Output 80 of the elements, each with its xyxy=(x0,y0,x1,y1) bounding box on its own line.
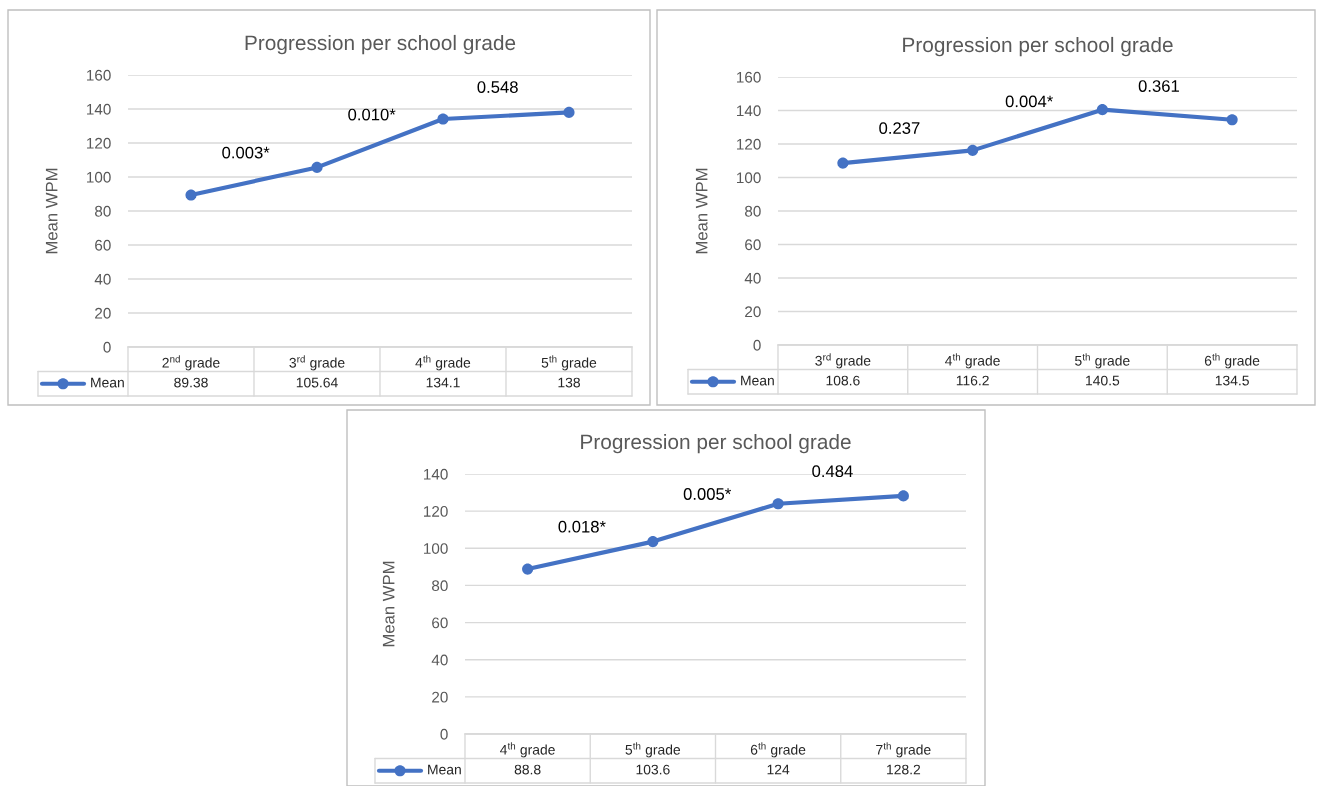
y-tick-label: 0 xyxy=(440,728,448,740)
y-tick-label: 120 xyxy=(424,506,448,517)
data-label: 124 xyxy=(767,764,790,775)
point xyxy=(437,113,449,125)
chart-title: Progression per school grade xyxy=(581,433,851,454)
data-label: 103.6 xyxy=(636,764,670,775)
x-tick-label: 6$^{th}$ grade xyxy=(750,742,806,758)
annotation: 0.237 xyxy=(879,122,920,134)
x-tick-label: 4$^{th}$ grade xyxy=(415,355,471,371)
y-tick-label: 80 xyxy=(745,205,761,217)
y-tick-label: 160 xyxy=(87,69,111,81)
annotation: 0.484 xyxy=(812,465,853,478)
chart-title: Progression per school grade xyxy=(245,34,516,55)
annotation: 0.010* xyxy=(348,108,396,121)
data-label: 105.64 xyxy=(296,377,338,388)
annotation: 0.018* xyxy=(558,520,606,533)
x-tick-label: 4$^{th}$ grade xyxy=(945,353,1000,369)
point xyxy=(837,157,849,169)
x-tick-label: 3$^{rd}$ grade xyxy=(815,353,871,369)
y-tick-label: 100 xyxy=(424,543,448,554)
annotation: 0.003* xyxy=(222,146,270,159)
x-tick-label: 5$^{th}$ grade xyxy=(1075,353,1130,369)
data-label: 108.6 xyxy=(826,375,860,386)
y-axis-title: Mean WPM xyxy=(45,168,58,254)
x-tick-label: 5$^{th}$ grade xyxy=(541,355,597,371)
y-tick-label: 40 xyxy=(431,654,448,666)
legend-label: Mean xyxy=(428,764,461,775)
y-tick-label: 60 xyxy=(95,239,111,251)
data-label: 138 xyxy=(558,377,580,388)
y-tick-label: 100 xyxy=(737,172,761,184)
y-axis-title: Mean WPM xyxy=(382,561,395,647)
point xyxy=(897,490,909,502)
data-label: 88.8 xyxy=(514,764,541,775)
point xyxy=(563,106,575,118)
y-tick-label: 120 xyxy=(737,138,761,150)
data-label: 134.5 xyxy=(1215,375,1249,386)
x-tick-label: 6$^{th}$ grade xyxy=(1204,353,1260,369)
legend-label: Mean xyxy=(91,377,124,388)
annotation: 0.548 xyxy=(477,81,518,93)
x-tick-label: 4$^{th}$ grade xyxy=(500,742,555,758)
y-axis-title: Mean WPM xyxy=(695,168,708,254)
data-label: 89.38 xyxy=(174,377,208,388)
point xyxy=(311,161,323,173)
y-tick-label: 40 xyxy=(744,272,761,284)
y-tick-label: 60 xyxy=(745,239,761,251)
annotation: 0.004* xyxy=(1005,95,1054,108)
y-tick-label: 40 xyxy=(94,273,111,285)
x-tick-label: 2$^{nd}$ grade xyxy=(162,355,220,371)
point xyxy=(522,563,534,575)
y-tick-label: 80 xyxy=(432,580,448,592)
y-tick-label: 60 xyxy=(432,617,448,629)
x-tick-label: 5$^{th}$ grade xyxy=(625,742,681,758)
data-label: 134.1 xyxy=(426,377,460,388)
y-tick-label: 20 xyxy=(745,306,761,318)
y-tick-label: 20 xyxy=(95,307,111,319)
point xyxy=(967,144,979,156)
data-label: 116.2 xyxy=(956,375,989,386)
annotation: 0.361 xyxy=(1138,80,1179,92)
x-tick-label: 7$^{th}$ grade xyxy=(876,742,931,758)
point xyxy=(1096,104,1108,116)
point xyxy=(185,189,197,201)
y-tick-label: 20 xyxy=(432,691,448,703)
point xyxy=(1226,114,1238,126)
chart-title: Progression per school grade xyxy=(903,36,1173,57)
y-tick-label: 140 xyxy=(87,103,111,115)
y-tick-label: 80 xyxy=(95,205,111,217)
point xyxy=(772,498,784,510)
y-tick-label: 100 xyxy=(87,171,111,183)
y-tick-label: 160 xyxy=(737,71,761,83)
y-tick-label: 140 xyxy=(737,105,761,117)
legend-label: Mean xyxy=(741,375,774,386)
y-tick-label: 140 xyxy=(424,468,448,480)
data-label: 128.2 xyxy=(887,764,921,775)
y-tick-label: 0 xyxy=(103,341,111,353)
point xyxy=(647,536,659,548)
annotation: 0.005* xyxy=(683,488,732,500)
y-tick-label: 120 xyxy=(87,137,111,149)
x-tick-label: 3$^{rd}$ grade xyxy=(289,355,345,371)
y-tick-label: 0 xyxy=(753,339,761,351)
data-label: 140.5 xyxy=(1086,375,1120,386)
